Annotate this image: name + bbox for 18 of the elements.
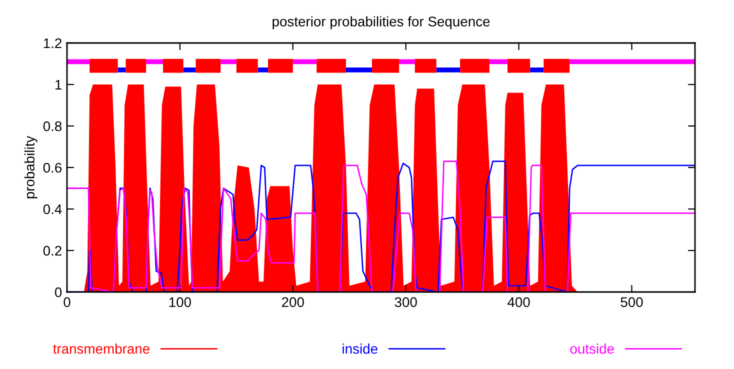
y-tick-label: 0.8 [43,121,62,132]
x-tick-label: 500 [620,297,643,308]
y-tick-label: 0.4 [43,204,62,214]
x-tick-label: 300 [394,297,417,308]
legend-label: outside [570,344,614,354]
y-axis-title: probability [24,136,38,198]
y-tick-label: 1 [55,80,62,90]
x-tick-label: 100 [169,297,191,308]
x-tick-label: 400 [508,297,530,308]
y-tick-label: 0.6 [43,162,62,173]
y-tick-label: 0.2 [43,246,62,256]
legend-label: transmembrane [53,344,150,354]
y-tick-label: 0 [54,287,62,298]
y-tick-label: 1.2 [44,38,62,48]
x-tick-label: 200 [282,297,304,308]
legend-label: inside [342,344,378,354]
x-tick-label: 0 [64,297,70,308]
chart-title: posterior probabilities for Sequence [272,16,490,30]
